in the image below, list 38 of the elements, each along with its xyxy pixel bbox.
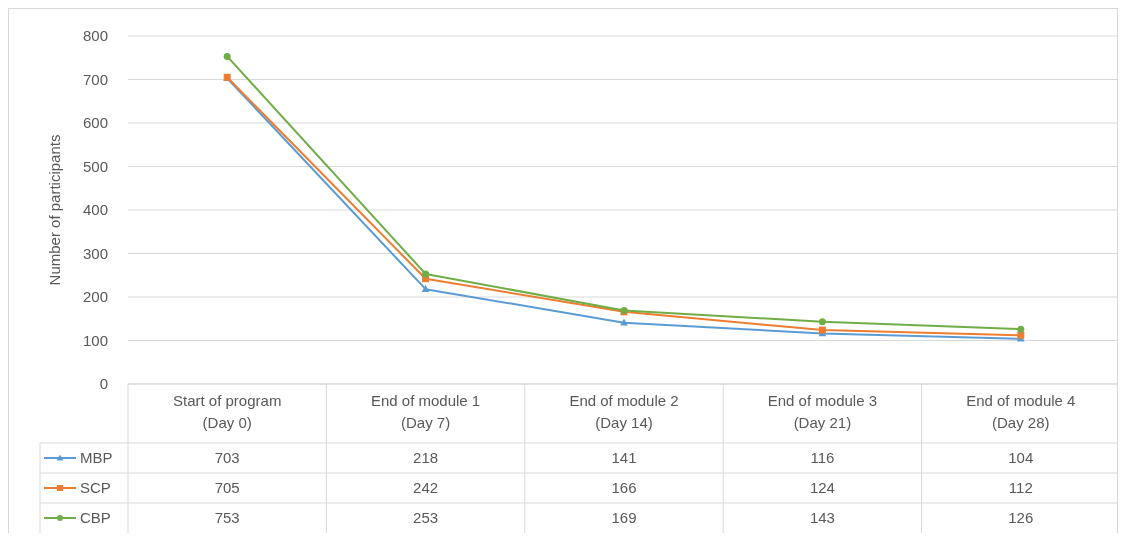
legend-label: MBP [80, 449, 113, 467]
x-tick-label: End of module 4 (Day 28) [966, 392, 1076, 431]
y-axis-title: Number of participants [46, 134, 63, 286]
point [421, 284, 430, 292]
data-label: 112 [1008, 479, 1033, 497]
y-tick-label: 200 [82, 288, 108, 306]
data-label: 753 [214, 509, 240, 527]
data-label: 116 [810, 449, 835, 467]
x-tick-label: End of module 2 (Day 14) [569, 392, 679, 431]
data-label: 242 [413, 479, 439, 497]
y-tick-label: 800 [82, 27, 108, 45]
x-tick-label: Start of program (Day 0) [173, 392, 282, 431]
y-tick-label: 700 [82, 70, 108, 88]
y-tick-label: 0 [99, 375, 108, 393]
data-label: 126 [1008, 509, 1034, 527]
point [1017, 325, 1025, 333]
data-label: 141 [611, 449, 637, 467]
y-tick-label: 600 [82, 114, 108, 132]
point [422, 270, 430, 278]
data-label: 705 [214, 479, 240, 497]
x-tick-label: End of module 3 (Day 21) [767, 392, 878, 431]
y-tick-label: 400 [82, 201, 108, 219]
y-tick-label: 300 [82, 244, 108, 262]
point [818, 318, 826, 326]
data-label: 143 [809, 509, 835, 527]
data-label: 218 [413, 449, 439, 467]
legend-label: CBP [80, 509, 111, 527]
y-tick-label: 500 [82, 157, 108, 175]
y-tick-label: 100 [82, 331, 108, 349]
data-label: 104 [1008, 449, 1034, 467]
data-label: 166 [611, 479, 637, 497]
legend-label: SCP [80, 479, 111, 497]
data-label: 124 [809, 479, 835, 497]
data-label: 169 [611, 509, 637, 527]
data-label: 253 [413, 509, 439, 527]
x-tick-label: End of module 1 (Day 7) [370, 392, 481, 431]
point [223, 52, 231, 60]
data-label: 703 [214, 449, 240, 467]
